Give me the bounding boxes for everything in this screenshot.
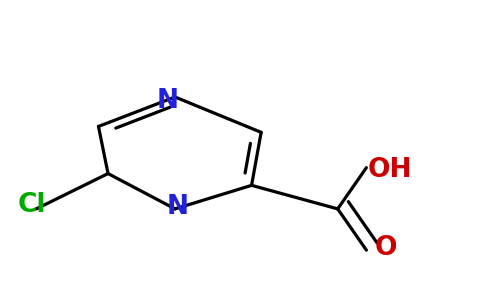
Text: Cl: Cl <box>17 192 45 218</box>
Text: O: O <box>374 235 397 261</box>
Text: N: N <box>157 88 179 114</box>
Text: OH: OH <box>368 157 412 183</box>
Text: N: N <box>166 194 188 220</box>
